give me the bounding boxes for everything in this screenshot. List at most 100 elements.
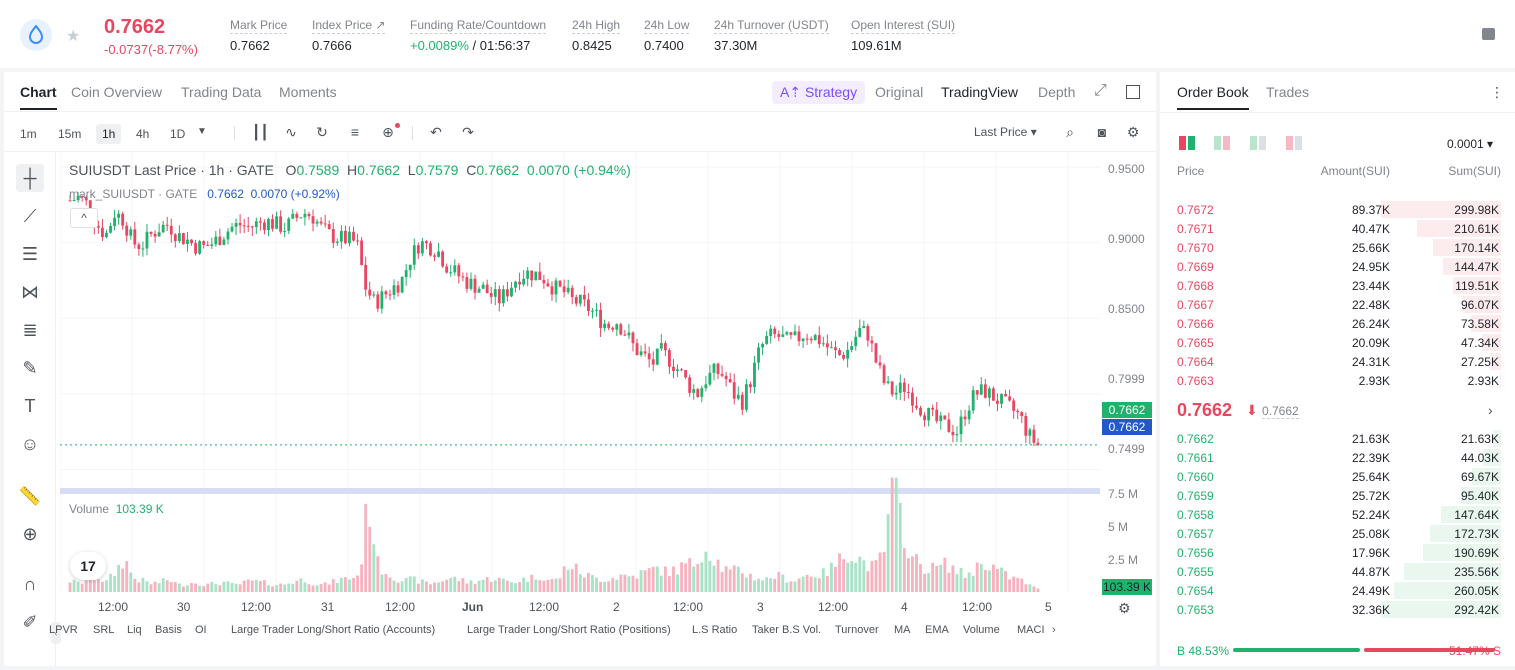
tradingview-logo[interactable]: 17 bbox=[70, 552, 106, 580]
tab-trading-data[interactable]: Trading Data bbox=[181, 84, 262, 100]
indicator-ls-positions[interactable]: Large Trader Long/Short Ratio (Positions… bbox=[467, 624, 671, 636]
indicator-taker-vol[interactable]: Taker B.S Vol. bbox=[752, 624, 822, 636]
view-original[interactable]: Original bbox=[875, 84, 924, 100]
indicator-ls-accounts[interactable]: Large Trader Long/Short Ratio (Accounts) bbox=[231, 624, 436, 636]
price-axis[interactable]: 0.9500 0.9000 0.8500 0.7999 0.7499 0.766… bbox=[1102, 152, 1156, 652]
timeframe-1d[interactable]: 1D bbox=[170, 127, 186, 141]
pane-separator[interactable] bbox=[60, 488, 1100, 494]
settings-icon[interactable]: ⚙ bbox=[1126, 124, 1140, 140]
magnet-icon[interactable]: ∩ bbox=[23, 573, 37, 594]
pattern-icon[interactable]: ⋈ bbox=[21, 281, 39, 302]
mode-mixed-icon[interactable] bbox=[1286, 136, 1302, 150]
tab-coin-overview[interactable]: Coin Overview bbox=[71, 84, 163, 100]
volume-bar bbox=[983, 570, 987, 592]
trendline-icon[interactable]: ⟋ bbox=[23, 205, 37, 226]
bid-row[interactable]: 0.7662 21.63K 21.63K bbox=[1160, 429, 1515, 448]
bid-row[interactable]: 0.7659 25.72K 95.40K bbox=[1160, 486, 1515, 505]
bid-row[interactable]: 0.7655 44.87K 235.56K bbox=[1160, 562, 1515, 581]
candle-type-icon[interactable]: ┃┃ bbox=[252, 124, 269, 140]
bid-row[interactable]: 0.7661 22.39K 44.03K bbox=[1160, 448, 1515, 467]
screenshot-icon[interactable]: ◙ bbox=[1097, 124, 1107, 140]
indicator-next-icon[interactable]: › bbox=[1052, 624, 1056, 636]
ask-row[interactable]: 0.7670 25.66K 170.14K bbox=[1160, 238, 1515, 257]
alerts-icon[interactable]: ≡ bbox=[350, 124, 360, 140]
timeframe-15m[interactable]: 15m bbox=[58, 127, 82, 141]
indicators-icon[interactable]: ∿ bbox=[285, 124, 297, 140]
volume-bar bbox=[676, 574, 679, 592]
ask-row[interactable]: 0.7669 24.95K 144.47K bbox=[1160, 257, 1515, 276]
ask-row[interactable]: 0.7668 23.44K 119.51K bbox=[1160, 276, 1515, 295]
text-tool-icon[interactable]: T bbox=[24, 395, 36, 416]
bid-row[interactable]: 0.7654 24.49K 260.05K bbox=[1160, 581, 1515, 600]
undo-icon[interactable]: ↶ bbox=[430, 124, 442, 140]
volume-bar bbox=[923, 573, 926, 592]
strategy-button[interactable]: A⇡ Strategy bbox=[772, 81, 866, 104]
time-axis[interactable]: 12:00 30 12:00 31 12:00 Jun 12:00 2 12:0… bbox=[60, 600, 1100, 620]
zoom-in-icon[interactable]: ⊕ bbox=[22, 523, 38, 544]
bid-row[interactable]: 0.7660 25.64K 69.67K bbox=[1160, 467, 1515, 486]
mid-mark-price[interactable]: 0.7662 bbox=[1262, 404, 1299, 419]
lock-drawings-icon[interactable]: ✐ bbox=[22, 611, 38, 632]
indicator-srl[interactable]: SRL bbox=[93, 624, 115, 636]
bid-row[interactable]: 0.7658 52.24K 147.64K bbox=[1160, 505, 1515, 524]
tab-order-book[interactable]: Order Book bbox=[1177, 84, 1249, 110]
view-tradingview[interactable]: TradingView bbox=[941, 84, 1019, 100]
guide-book-icon[interactable] bbox=[1482, 28, 1495, 40]
ruler-icon[interactable]: 📏 bbox=[18, 485, 42, 506]
mode-both-icon[interactable] bbox=[1179, 136, 1195, 150]
volume-bar bbox=[396, 582, 400, 592]
collapse-legend-icon[interactable]: ^ bbox=[70, 208, 98, 228]
candle-body bbox=[696, 389, 700, 397]
tab-trades[interactable]: Trades bbox=[1266, 84, 1310, 100]
add-indicator-icon[interactable]: ⊕ bbox=[382, 124, 394, 140]
ask-row[interactable]: 0.7667 22.48K 96.07K bbox=[1160, 295, 1515, 314]
horizontal-lines-icon[interactable]: ☰ bbox=[21, 243, 39, 264]
ask-row[interactable]: 0.7664 24.31K 27.25K bbox=[1160, 352, 1515, 371]
indicator-ma[interactable]: MA bbox=[894, 624, 911, 636]
tab-moments[interactable]: Moments bbox=[279, 84, 337, 100]
indicator-lpvr[interactable]: LPVR bbox=[49, 624, 78, 636]
compare-icon[interactable]: ↻ bbox=[316, 124, 328, 140]
indicator-macd[interactable]: MACI bbox=[1017, 624, 1045, 636]
indicator-basis[interactable]: Basis bbox=[155, 624, 182, 636]
search-icon[interactable]: ⌕ bbox=[1066, 124, 1074, 140]
crosshair-icon[interactable]: ┼ bbox=[16, 164, 44, 192]
ask-row[interactable]: 0.7665 20.09K 47.34K bbox=[1160, 333, 1515, 352]
bid-row[interactable]: 0.7657 25.08K 172.73K bbox=[1160, 524, 1515, 543]
view-depth[interactable]: Depth bbox=[1038, 84, 1076, 100]
indicator-ls-ratio[interactable]: L.S Ratio bbox=[692, 624, 738, 636]
window-icon[interactable] bbox=[1126, 85, 1140, 99]
favorite-star-icon[interactable]: ★ bbox=[66, 28, 81, 45]
ask-row[interactable]: 0.7671 40.47K 210.61K bbox=[1160, 219, 1515, 238]
indicator-liq[interactable]: Liq bbox=[127, 624, 142, 636]
brush-icon[interactable]: ✎ bbox=[22, 357, 38, 378]
timeframe-1m[interactable]: 1m bbox=[20, 127, 37, 141]
mode-asks-icon[interactable] bbox=[1250, 136, 1266, 150]
mode-bids-icon[interactable] bbox=[1214, 136, 1230, 150]
timeframe-4h[interactable]: 4h bbox=[136, 127, 150, 141]
indicator-oi[interactable]: OI bbox=[195, 624, 207, 636]
volume-bar bbox=[805, 574, 809, 592]
price-type-select[interactable]: Last Price ▾ bbox=[974, 125, 1037, 139]
indicator-turnover[interactable]: Turnover bbox=[835, 624, 879, 636]
fibonacci-icon[interactable]: ≣ bbox=[22, 319, 38, 340]
bid-row[interactable]: 0.7656 17.96K 190.69K bbox=[1160, 543, 1515, 562]
ask-row[interactable]: 0.7672 89.37K 299.98K bbox=[1160, 200, 1515, 219]
axis-settings-icon[interactable]: ⚙ bbox=[1118, 600, 1131, 616]
redo-icon[interactable]: ↷ bbox=[462, 124, 474, 140]
chevron-right-icon[interactable]: › bbox=[1488, 402, 1493, 418]
ask-row[interactable]: 0.7666 26.24K 73.58K bbox=[1160, 314, 1515, 333]
fullscreen-icon[interactable]: ⤢ bbox=[1094, 82, 1107, 99]
timeframe-1h[interactable]: 1h bbox=[96, 124, 122, 144]
indicator-volume[interactable]: Volume bbox=[963, 624, 1000, 636]
price-chart[interactable] bbox=[60, 152, 1100, 602]
collapse-toolbar-icon[interactable]: ‹ bbox=[51, 622, 61, 644]
precision-select[interactable]: 0.0001 ▾ bbox=[1447, 137, 1494, 151]
tab-chart[interactable]: Chart bbox=[20, 84, 57, 110]
indicator-ema[interactable]: EMA bbox=[925, 624, 949, 636]
emoji-icon[interactable]: ☺ bbox=[20, 433, 40, 454]
timeframe-dropdown-icon[interactable]: ▼ bbox=[197, 126, 207, 137]
ask-row[interactable]: 0.7663 2.93K 2.93K bbox=[1160, 371, 1515, 390]
bid-row[interactable]: 0.7653 32.36K 292.42K bbox=[1160, 600, 1515, 619]
more-options-icon[interactable]: ⋮ bbox=[1490, 84, 1504, 100]
